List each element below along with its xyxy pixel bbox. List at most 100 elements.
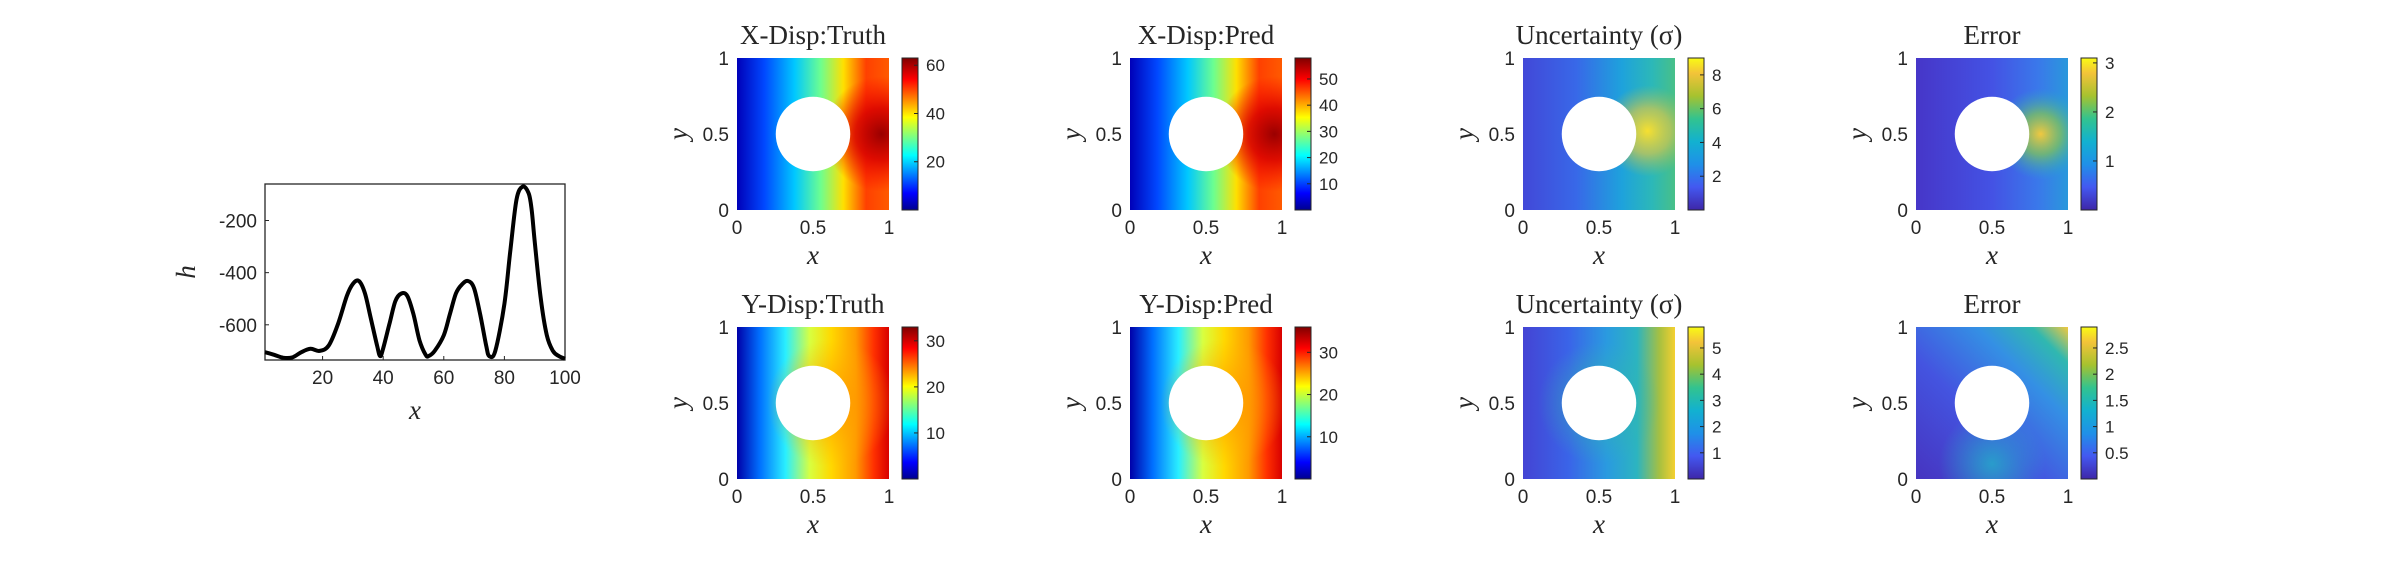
y-tick-label: 1 (1504, 49, 1515, 70)
x-tick-label: 40 (373, 368, 394, 389)
y-tick-label: 1 (1897, 318, 1908, 339)
x-tick-label: 0.5 (1193, 218, 1219, 239)
y-tick-label: 1 (718, 318, 729, 339)
colorbar-tick-label: 20 (926, 378, 945, 397)
panel-title: Error (1964, 289, 2021, 319)
y-uncertainty-panel: Uncertainty (σ) 0 0.5 1 0 0.5 1 x y 1 2 3 4 5 (1449, 289, 1721, 539)
y-tick-label: 0.5 (1882, 125, 1908, 146)
colorbar-tick-label: 10 (1319, 428, 1338, 447)
x-tick-label: 0.5 (800, 487, 826, 508)
colorbar-tick-label: 0.5 (2105, 444, 2129, 463)
y-tick-label: 0 (1111, 470, 1122, 491)
y-tick-label: 0 (1897, 470, 1908, 491)
colorbar-tick-label: 2 (1712, 418, 1721, 437)
colorbar (1687, 57, 1705, 211)
y-tick-label: 0.5 (1882, 394, 1908, 415)
colorbar-tick-label: 1 (2105, 418, 2114, 437)
x-tick-label: 1 (884, 487, 895, 508)
colorbar-tick-label: 1.5 (2105, 391, 2129, 410)
circular-hole (1954, 96, 2030, 172)
y-tick-label: 0.5 (703, 394, 729, 415)
colorbar (1294, 326, 1312, 480)
x-tick-label: 0.5 (1586, 218, 1612, 239)
x-tick-label: 1 (2063, 487, 2074, 508)
x-tick-label: 1 (1670, 218, 1681, 239)
x-axis-label: x (1199, 240, 1212, 270)
x-tick-label: 0 (1518, 218, 1529, 239)
y-error-panel: Error 0 0.5 1 0 0.5 1 x y 0.5 1 1.5 2 2.5 (1842, 289, 2129, 539)
colorbar-tick-label: 6 (1712, 100, 1721, 119)
y-tick-label: 0.5 (703, 125, 729, 146)
colorbar (901, 326, 919, 480)
y-tick-label: 1 (1111, 49, 1122, 70)
colorbar-tick-label: 20 (1319, 149, 1338, 168)
y-tick-label: 0 (718, 201, 729, 222)
colorbar-tick-label: 30 (1319, 122, 1338, 141)
colorbar (901, 57, 919, 211)
x-tick-label: 0 (1911, 487, 1922, 508)
x-tick-label: 0.5 (1193, 487, 1219, 508)
x-tick-label: 1 (2063, 218, 2074, 239)
x-axis-label: x (1592, 240, 1605, 270)
x-axis-label: x (1985, 240, 1998, 270)
panel-title: X-Disp:Truth (740, 20, 887, 50)
y-tick-label: -600 (219, 316, 257, 337)
circular-hole (775, 96, 851, 172)
x-tick-label: 0 (1518, 487, 1529, 508)
colorbar-tick-label: 3 (1712, 391, 1721, 410)
x-tick-label: 0.5 (1979, 218, 2005, 239)
colorbar-tick-label: 5 (1712, 339, 1721, 358)
colorbar-tick-label: 4 (1712, 365, 1721, 384)
x-tick-label: 60 (433, 368, 454, 389)
panel-title: X-Disp:Pred (1138, 20, 1275, 50)
y-axis-label: y (1842, 128, 1872, 143)
colorbar-tick-label: 2.5 (2105, 339, 2129, 358)
colorbar-tick-label: 50 (1319, 70, 1338, 89)
colorbar-tick-label: 8 (1712, 66, 1721, 85)
y-axis-label: h (171, 265, 201, 279)
x-tick-label: 0 (1125, 487, 1136, 508)
colorbar-tick-label: 2 (2105, 365, 2114, 384)
x-tick-label: 0.5 (1586, 487, 1612, 508)
circular-hole (1954, 365, 2030, 441)
y-tick-label: 0 (1504, 201, 1515, 222)
y-tick-label: 0 (1504, 470, 1515, 491)
panel-title: Error (1964, 20, 2021, 50)
colorbar-tick-label: 60 (926, 56, 945, 75)
y-axis-label: y (1449, 128, 1479, 143)
colorbar-tick-label: 30 (1319, 343, 1338, 362)
y-tick-label: 0.5 (1096, 125, 1122, 146)
y-tick-label: 0 (1111, 201, 1122, 222)
y-tick-label: 1 (1111, 318, 1122, 339)
y-axis-label: y (1842, 397, 1872, 412)
colorbar (2080, 326, 2098, 480)
colorbar-tick-label: 40 (1319, 96, 1338, 115)
colorbar-tick-label: 1 (1712, 444, 1721, 463)
panel-title: Uncertainty (σ) (1516, 289, 1683, 319)
circular-hole (1561, 96, 1637, 172)
panel-title: Y-Disp:Pred (1139, 289, 1273, 319)
x-tick-label: 0 (1911, 218, 1922, 239)
h-profile-axes-box (264, 183, 566, 361)
x-tick-label: 0 (732, 218, 743, 239)
y-tick-label: -200 (219, 212, 257, 233)
x-error-panel: Error 0 0.5 1 0 0.5 1 x y 1 2 3 (1842, 20, 2114, 270)
y-tick-label: 0 (718, 470, 729, 491)
x-axis-label: x (1985, 509, 1998, 539)
y-axis-label: y (1056, 397, 1086, 412)
circular-hole (1168, 96, 1244, 172)
colorbar (2080, 57, 2098, 211)
x-axis-label: x (1199, 509, 1212, 539)
colorbar-tick-label: 2 (1712, 167, 1721, 186)
y-tick-label: 1 (1504, 318, 1515, 339)
colorbar-tick-label: 3 (2105, 54, 2114, 73)
x-axis-label: x (1592, 509, 1605, 539)
colorbar (1687, 326, 1705, 480)
colorbar-tick-label: 2 (2105, 103, 2114, 122)
x-axis-label: x (806, 509, 819, 539)
h-profile-chart: 20 40 60 80 100 -600 -400 -200 x h (171, 183, 581, 425)
y-tick-label: 1 (1897, 49, 1908, 70)
